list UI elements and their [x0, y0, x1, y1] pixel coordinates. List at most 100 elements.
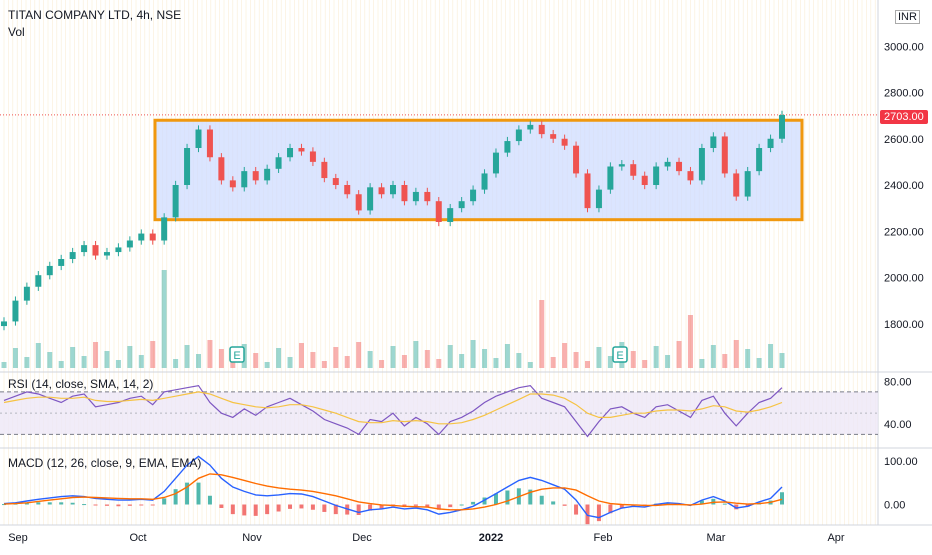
vol-label: Vol	[8, 25, 25, 39]
macd-histogram-bar	[448, 504, 453, 508]
macd-histogram-bar	[539, 495, 544, 505]
volume-bar	[367, 351, 373, 368]
candle-body	[298, 148, 305, 152]
macd-histogram-bar	[82, 504, 87, 506]
volume-bar	[665, 355, 671, 368]
volume-bar	[653, 346, 659, 368]
volume-bar	[539, 300, 545, 368]
macd-histogram-bar	[47, 502, 52, 505]
volume-bar	[527, 362, 533, 368]
candle-body	[103, 252, 110, 256]
volume-bar	[459, 354, 465, 368]
macd-histogram-bar	[93, 504, 98, 506]
rsi-tick-label: 80.00	[884, 376, 912, 388]
candle-body	[332, 178, 339, 185]
candle-body	[550, 134, 557, 139]
time-tick-label: Sep	[8, 532, 28, 544]
volume-bar	[150, 341, 156, 368]
macd-histogram-bar	[528, 489, 533, 505]
volume-bar	[81, 356, 87, 368]
macd-histogram-bar	[368, 504, 373, 511]
macd-histogram-bar	[551, 501, 556, 505]
macd-histogram-bar	[253, 504, 258, 516]
candle-body	[206, 129, 213, 158]
symbol-title: TITAN COMPANY LTD, 4h, NSE	[8, 8, 182, 22]
candle-body	[779, 114, 785, 139]
volume-bar	[745, 349, 751, 368]
candle-body	[767, 138, 774, 148]
price-tick-label: 2400.00	[884, 180, 924, 192]
price-tick-label: 3000.00	[884, 41, 924, 53]
candle-body	[69, 252, 76, 259]
macd-histogram-bar	[562, 504, 567, 506]
candle-body	[607, 166, 614, 190]
volume-bar	[298, 343, 304, 368]
volume-bar	[768, 344, 774, 368]
price-tick-label: 2200.00	[884, 226, 924, 238]
volume-bar	[173, 359, 179, 368]
volume-bar	[482, 349, 488, 368]
macd-histogram-bar	[70, 502, 75, 505]
volume-bar	[630, 351, 636, 368]
macd-histogram-bar	[139, 504, 144, 506]
candle-body	[424, 191, 431, 202]
macd-histogram-bar	[36, 502, 41, 505]
volume-bar	[356, 342, 362, 368]
candle-body	[698, 148, 705, 181]
macd-histogram-bar	[482, 497, 487, 505]
volume-bar	[264, 362, 270, 368]
candle-body	[23, 286, 30, 301]
volume-bar	[12, 348, 18, 368]
candle-body	[195, 129, 202, 148]
price-tick-label: 2000.00	[884, 273, 924, 285]
macd-histogram-bar	[596, 504, 601, 522]
macd-histogram-bar	[173, 489, 178, 505]
candle-body	[241, 171, 248, 188]
earnings-marker-label: E	[233, 350, 240, 362]
candle-body	[46, 265, 53, 276]
volume-bar	[70, 347, 76, 368]
candle-body	[721, 136, 728, 174]
macd-histogram-bar	[780, 492, 784, 505]
macd-legend: MACD (12, 26, close, 9, EMA, EMA)	[8, 456, 202, 470]
candle-body	[573, 145, 580, 174]
range-box	[153, 118, 804, 222]
signal-line	[3, 473, 783, 511]
candle-body	[595, 189, 602, 209]
volume-bar	[287, 357, 293, 368]
macd-histogram-bar	[265, 504, 270, 515]
volume-bar	[642, 360, 648, 368]
macd-histogram-bar	[356, 504, 361, 515]
macd-histogram-bar	[459, 504, 464, 506]
macd-histogram-bar	[150, 504, 155, 506]
candle-body	[481, 173, 488, 190]
volume-bar	[436, 359, 442, 368]
macd-histogram-bar	[333, 504, 338, 515]
volume-bar	[218, 349, 224, 368]
earnings-marker	[229, 346, 245, 363]
time-tick-label: Mar	[707, 532, 726, 544]
macd-histogram-bar	[665, 502, 670, 505]
macd-histogram-bar	[207, 495, 212, 505]
candle-body	[264, 168, 271, 181]
candle-body	[149, 233, 156, 241]
candle-body	[161, 217, 168, 241]
volume-bar	[24, 357, 30, 368]
candle-body	[401, 185, 408, 202]
candle-body	[367, 187, 374, 211]
volume-bar	[470, 340, 476, 368]
candle-body	[435, 201, 442, 222]
candle-body	[538, 124, 545, 135]
volume-bar	[676, 341, 682, 368]
candle-body	[138, 233, 145, 241]
candle-body	[710, 136, 717, 148]
candle-body	[733, 173, 740, 197]
macd-histogram-bar	[608, 504, 613, 514]
macd-histogram-bar	[299, 504, 304, 509]
macd-histogram-bar	[242, 504, 247, 516]
candle-body	[492, 152, 499, 174]
volume-bar	[573, 352, 579, 368]
time-tick-label: Dec	[352, 532, 372, 544]
macd-histogram-bar	[505, 490, 510, 505]
volume-bar	[493, 358, 499, 368]
